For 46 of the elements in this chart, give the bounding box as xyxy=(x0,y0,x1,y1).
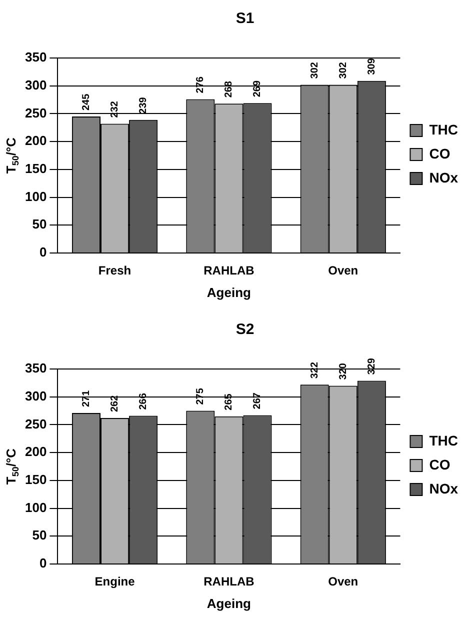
data-label: 320 xyxy=(338,362,349,380)
data-label: 302 xyxy=(338,62,349,79)
y-tick-label: 300 xyxy=(24,77,47,92)
legend-label: NOx xyxy=(429,480,458,496)
y-tick-label: 100 xyxy=(24,188,47,204)
x-tick-label: RAHLAB xyxy=(204,574,255,589)
chart-title: S1 xyxy=(236,10,254,28)
data-label: 309 xyxy=(366,58,378,75)
y-axis-title: T50/°C xyxy=(4,136,20,174)
data-label: 267 xyxy=(252,392,264,410)
data-label: 276 xyxy=(195,76,206,94)
data-label: 271 xyxy=(80,390,92,408)
x-axis-title: Ageing xyxy=(206,284,252,300)
y-tick-label: 250 xyxy=(24,105,47,120)
y-tick-label: 100 xyxy=(24,500,47,515)
x-tick-label: Engine xyxy=(94,574,136,589)
y-tick-label: 300 xyxy=(24,388,47,404)
y-tick-label: 350 xyxy=(24,50,47,65)
data-label: 269 xyxy=(252,80,264,98)
y-axis-title: T50/°C xyxy=(4,448,20,485)
x-tick-label: Oven xyxy=(328,574,358,589)
y-tick-label: 0 xyxy=(39,556,47,571)
y-tick-label: 50 xyxy=(32,216,47,232)
data-label: 245 xyxy=(80,93,92,110)
legend-label: THC xyxy=(429,121,458,138)
y-tick-label: 150 xyxy=(24,472,47,488)
y-tick-label: 150 xyxy=(24,161,47,176)
y-tick-label: 200 xyxy=(24,133,47,148)
legend-label: NOx xyxy=(429,169,458,186)
x-tick-label: RAHLAB xyxy=(204,264,255,278)
y-tick-label: 350 xyxy=(24,360,47,376)
y-tick-label: 0 xyxy=(39,244,47,260)
data-label: 329 xyxy=(366,358,378,375)
y-tick-label: 200 xyxy=(24,444,47,460)
y-tick-label: 250 xyxy=(24,416,47,432)
data-label: 302 xyxy=(309,62,320,79)
legend-label: CO xyxy=(429,145,450,162)
legend-label: CO xyxy=(429,456,450,472)
legend-label: THC xyxy=(429,432,458,448)
data-label: 268 xyxy=(224,80,235,98)
x-tick-label: Fresh xyxy=(98,264,132,278)
y-tick-label: 50 xyxy=(32,528,47,543)
data-label: 239 xyxy=(138,96,150,114)
x-tick-label: Oven xyxy=(328,264,358,278)
chart-title: S2 xyxy=(236,321,254,338)
x-axis-title: Ageing xyxy=(206,596,252,611)
